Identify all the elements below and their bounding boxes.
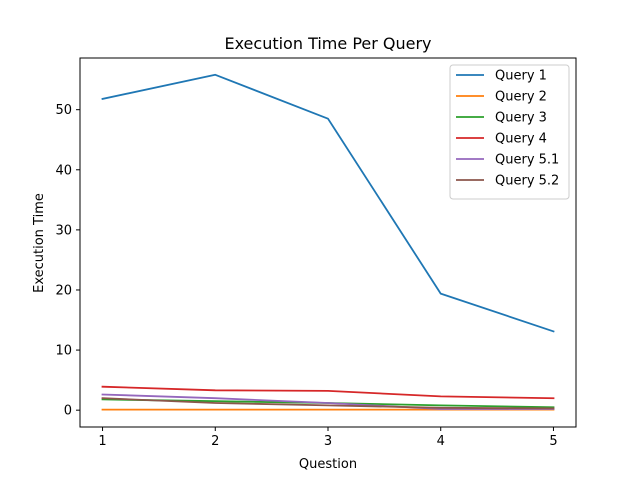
legend-entry-label: Query 5.1	[495, 153, 559, 168]
y-axis: 0 10 20 30 40 50	[55, 103, 80, 419]
y-axis-label: Execution Time	[32, 193, 47, 293]
legend-entry-label: Query 4	[495, 132, 547, 147]
series-line-5	[101, 393, 555, 410]
x-axis: 1 2 3 4 5	[98, 427, 558, 449]
y-tick-label: 0	[64, 404, 72, 419]
y-tick-label: 20	[55, 283, 72, 298]
series-line-1	[101, 73, 555, 333]
series-line-6	[101, 397, 555, 410]
legend-entry-label: Query 3	[495, 111, 547, 126]
x-axis-label: Question	[299, 457, 357, 472]
x-tick-label: 4	[437, 434, 445, 449]
legend: Query 1 Query 2 Query 3 Query 4 Query 5.1 Que…	[449, 64, 570, 200]
legend-box	[449, 64, 570, 200]
chart-title: Execution Time Per Query	[224, 34, 431, 53]
y-tick-label: 50	[55, 103, 72, 118]
x-tick-label: 5	[549, 434, 557, 449]
x-tick-label: 1	[98, 434, 106, 449]
x-tick-label: 2	[211, 434, 219, 449]
x-tick-label: 3	[324, 434, 332, 449]
y-tick-label: 10	[55, 344, 72, 359]
y-tick-label: 30	[55, 223, 72, 238]
legend-entry-label: Query 5.2	[495, 174, 559, 189]
series-line-4	[101, 385, 555, 400]
series-layer	[101, 73, 555, 411]
y-tick-label: 40	[55, 163, 72, 178]
legend-entry-label: Query 2	[495, 90, 547, 105]
legend-entry-label: Query 1	[495, 69, 547, 84]
